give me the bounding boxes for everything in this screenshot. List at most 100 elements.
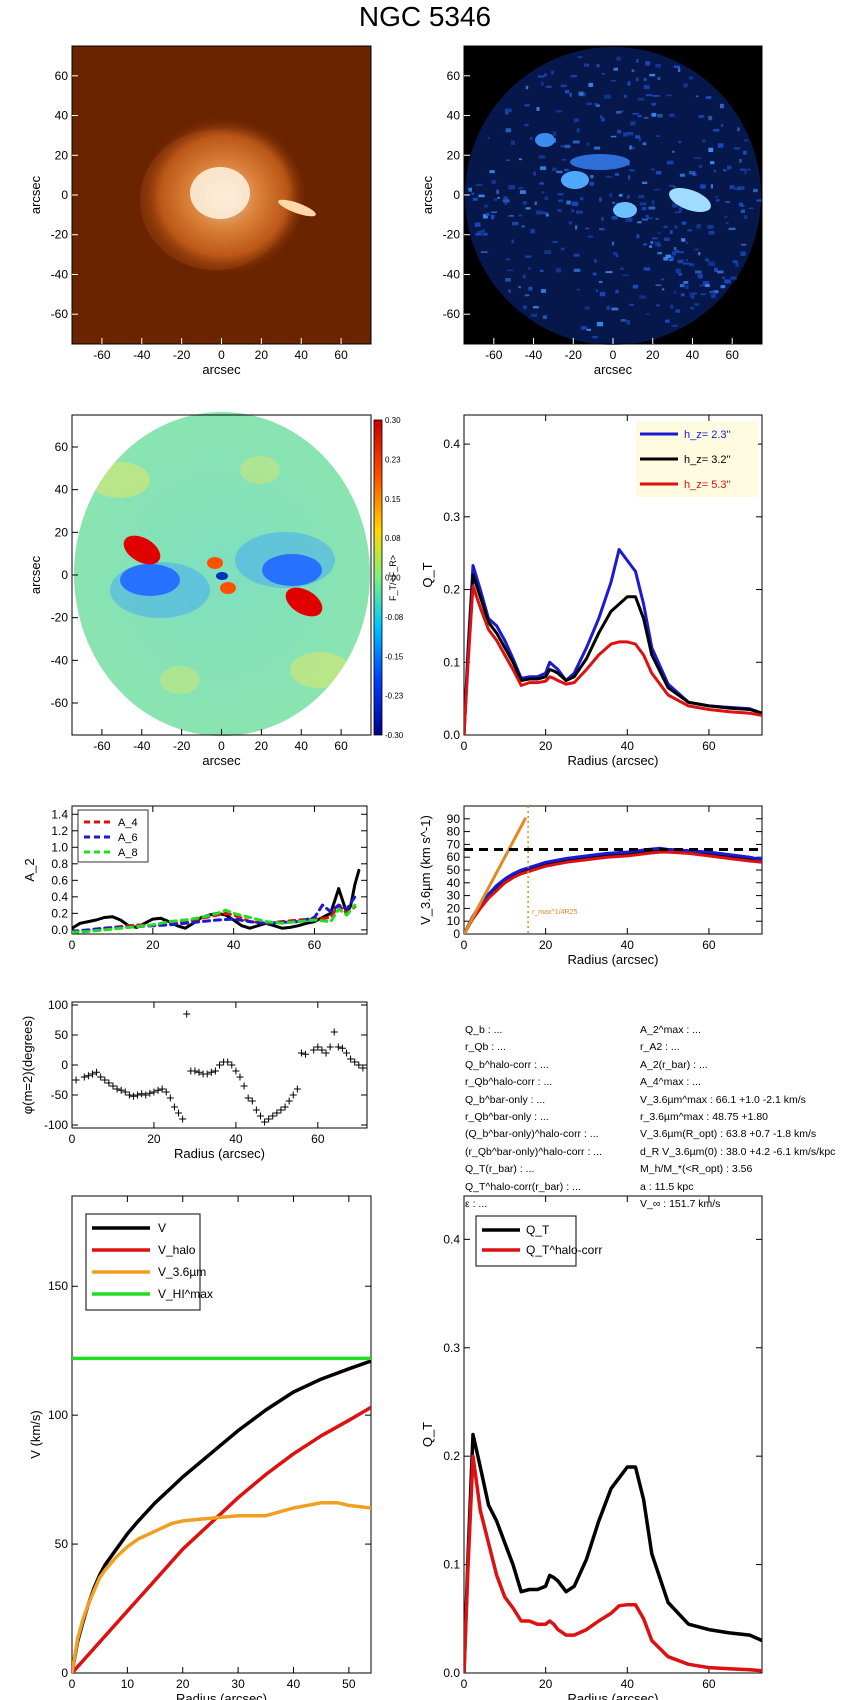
speckle: [566, 200, 571, 205]
speckle: [685, 241, 689, 244]
speckle: [698, 165, 703, 168]
data-point: [179, 1115, 187, 1123]
x-tick-label: 10: [121, 1677, 135, 1691]
speckle: [555, 110, 563, 113]
speckle: [508, 214, 514, 217]
speckle: [557, 209, 562, 212]
data-point: [232, 1067, 240, 1075]
speckle: [627, 81, 631, 86]
y-tick-label: 50: [55, 1537, 69, 1551]
data-point: [318, 1046, 326, 1054]
x-tick-label: -40: [525, 348, 543, 362]
colorbar-tick-label: -0.08: [385, 613, 404, 622]
y-axis-label: arcsec: [420, 175, 435, 214]
y-tick-label: 0.0: [443, 1666, 460, 1680]
speckle: [576, 288, 580, 291]
x-tick-label: 30: [231, 1677, 245, 1691]
speckle: [615, 172, 620, 177]
speckle: [651, 112, 657, 117]
speckle: [732, 260, 738, 264]
series-line-1: [464, 1454, 762, 1673]
speckle: [646, 313, 650, 316]
x-axis-label: Radius (arcsec): [567, 952, 658, 967]
speckle: [594, 102, 598, 106]
y-tick-label: 0: [61, 188, 68, 202]
y-tick-label: 0: [453, 188, 460, 202]
x-tick-label: -40: [133, 739, 151, 753]
speckle: [655, 170, 662, 175]
speckle: [649, 245, 653, 248]
speckle: [541, 289, 546, 293]
speckle: [657, 76, 661, 80]
x-tick-label: 0: [461, 938, 468, 952]
data-point: [228, 1061, 236, 1069]
speckle: [528, 286, 533, 291]
panel-image-blue: -60 -40 -20 0 20 40 60 60 40 20 0 -20 -40 -60 arcsec ar…: [420, 45, 763, 377]
legend-box: [475, 1215, 577, 1267]
speckle: [572, 140, 580, 144]
colorbar-tick-label: -0.23: [385, 692, 404, 701]
colorbar-tick-label: -0.15: [385, 652, 404, 661]
speckle: [522, 201, 527, 205]
speckle: [728, 227, 736, 231]
speckle: [576, 128, 580, 133]
speckle: [708, 261, 716, 266]
x-tick-label: 40: [621, 739, 635, 753]
speckle: [654, 241, 661, 246]
speckle: [656, 243, 661, 248]
speckle: [571, 209, 574, 213]
y-axis-label: V (km/s): [28, 1410, 43, 1458]
speckle: [586, 328, 592, 331]
speckle: [491, 179, 497, 184]
speckle: [623, 132, 627, 137]
speckle: [645, 61, 650, 66]
x-tick-label: 0: [461, 739, 468, 753]
blue-knot-1: [669, 187, 711, 213]
y-tick-label: 0.4: [443, 1232, 460, 1246]
speckle: [545, 213, 549, 217]
data-point: [72, 1076, 80, 1084]
speckle: [573, 118, 579, 123]
speckle: [669, 184, 675, 187]
speckle: [666, 160, 674, 165]
speckle: [628, 175, 631, 180]
x-tick-label: 60: [702, 1677, 716, 1691]
speckle: [657, 232, 661, 235]
speckle: [599, 228, 605, 231]
speckle: [472, 197, 478, 201]
info-item: Q_b^bar-only : ...: [465, 1093, 546, 1106]
y-tick-label: -50: [51, 1088, 69, 1102]
panel-image-orange: -60 -40 -20 0 20 40 60 60 40 20 0 -20 -40 -60 arcsec ar…: [28, 45, 372, 377]
x-tick-label: 20: [146, 938, 160, 952]
speckle: [710, 184, 713, 189]
x-tick-label: 20: [147, 1132, 161, 1146]
speckle: [679, 173, 686, 177]
speckle: [537, 75, 544, 78]
speckle: [651, 168, 656, 171]
speckle: [525, 207, 531, 210]
speckle: [681, 238, 686, 242]
x-axis-label: arcsec: [202, 753, 241, 768]
speckle: [590, 174, 594, 179]
speckle: [674, 225, 678, 229]
speckle: [631, 69, 635, 73]
axes-frame: [71, 805, 368, 935]
y-tick-label: 0.0: [443, 728, 460, 742]
speckle: [474, 222, 481, 227]
speckle: [669, 113, 675, 117]
x-axis-label: arcsec: [202, 362, 241, 377]
y-axis-label: Q_T: [420, 562, 435, 587]
speckle: [662, 288, 665, 291]
speckle: [584, 63, 589, 67]
speckle: [622, 274, 629, 277]
speckle: [568, 221, 573, 225]
speckle: [586, 102, 593, 106]
speckle: [715, 199, 720, 202]
data-point: [359, 1064, 367, 1072]
x-tick-label: 60: [308, 938, 322, 952]
speckle: [504, 202, 508, 205]
speckle: [538, 155, 546, 159]
speckle: [636, 234, 640, 239]
info-item: r_Qb^bar-only : ...: [465, 1110, 549, 1123]
plot-area: [464, 548, 762, 735]
